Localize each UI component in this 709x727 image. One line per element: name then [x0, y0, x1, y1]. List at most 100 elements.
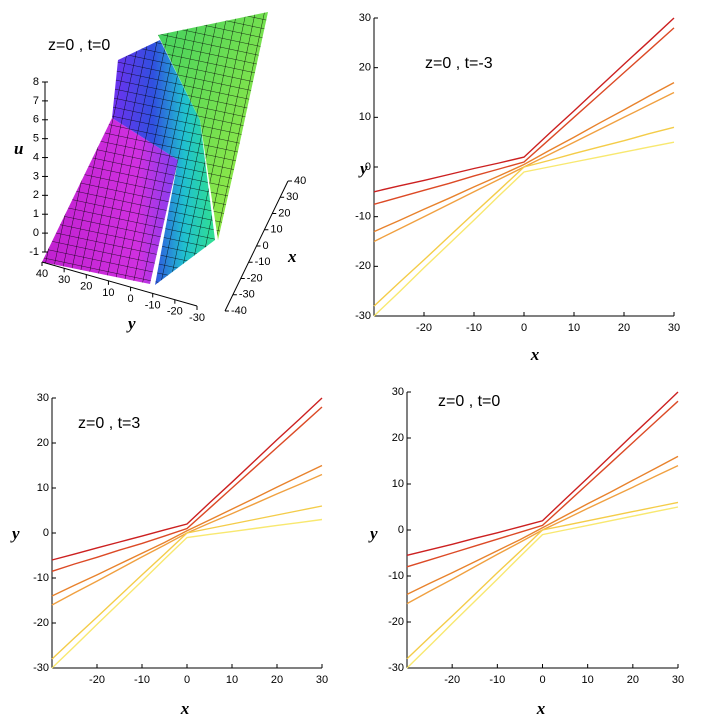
y-tick-label: -10 [145, 299, 161, 311]
z-axis-label: u [14, 139, 23, 158]
y-tick-label: 0 [43, 527, 49, 539]
surface-mesh [158, 12, 268, 240]
y-tick-label: -20 [355, 260, 371, 272]
curve [51, 406, 323, 572]
x-tick-label: 30 [668, 322, 680, 334]
x-tick-label: 0 [521, 322, 527, 334]
z-tick-label: -1 [29, 246, 39, 258]
z-tick-label: 6 [33, 114, 39, 126]
z-tick-label: 2 [33, 189, 39, 201]
z-tick-label: 8 [33, 76, 39, 88]
x-tick-label: -20 [89, 674, 105, 686]
curve [406, 506, 679, 669]
x-axis-label: x [530, 345, 540, 364]
y-tick-label: 10 [102, 287, 114, 299]
y-tick-label: 0 [365, 161, 371, 173]
x-tick-label: -20 [416, 322, 432, 334]
z-tick-label: 1 [33, 208, 39, 220]
y-tick-label: -20 [167, 306, 183, 318]
y-tick-label: -10 [33, 572, 49, 584]
x-tick-label: -10 [255, 256, 271, 268]
y-tick-label: 10 [392, 478, 404, 490]
z-tick-label: 4 [33, 151, 39, 163]
x-tick-label: -10 [466, 322, 482, 334]
x-tick-label: 10 [582, 674, 594, 686]
y-tick-label: -30 [355, 310, 371, 322]
curve [373, 126, 675, 307]
y-tick-label: 30 [37, 392, 49, 404]
y-tick-label: 40 [36, 268, 48, 280]
curve [406, 501, 679, 660]
chart-title: z=0 , t=-3 [425, 55, 493, 72]
y-tick-label: -30 [189, 312, 205, 324]
x-tick-label: -10 [489, 674, 505, 686]
y-tick-label: 20 [392, 432, 404, 444]
chart-title: z=0 , t=3 [78, 415, 140, 432]
y-tick-label: 0 [128, 293, 134, 305]
curve [51, 397, 323, 561]
chart-title: z=0 , t=0 [48, 37, 110, 54]
x-tick-label: 0 [263, 240, 269, 252]
y-tick-label: 0 [398, 524, 404, 536]
y-tick-label: -30 [33, 662, 49, 674]
y-tick-label: 30 [359, 12, 371, 24]
y-axis-label: y [368, 524, 378, 543]
curve [406, 455, 679, 596]
x-tick-label: 10 [568, 322, 580, 334]
surface-mesh [42, 118, 178, 284]
y-tick-label: -20 [388, 616, 404, 628]
x-tick-label: 30 [316, 674, 328, 686]
z-tick-label: 5 [33, 133, 39, 145]
x-tick-label: 20 [278, 207, 290, 219]
x-tick-label: 0 [184, 674, 190, 686]
x-axis-label: x [180, 699, 190, 718]
x-tick-label: 20 [627, 674, 639, 686]
y-tick-label: 10 [37, 482, 49, 494]
y-tick-label: 30 [58, 274, 70, 286]
curve [373, 81, 675, 233]
y-tick-label: -30 [388, 662, 404, 674]
y-tick-label: 30 [392, 386, 404, 398]
x-tick-label: 0 [539, 674, 545, 686]
curve [373, 141, 675, 317]
y-tick-label: -10 [388, 570, 404, 582]
y-tick-label: 10 [359, 111, 371, 123]
x-tick-label: 10 [226, 674, 238, 686]
curve [406, 391, 679, 556]
x-tick-label: -30 [239, 289, 255, 301]
x-tick-label: 30 [672, 674, 684, 686]
curve [51, 518, 323, 669]
y-tick-label: 20 [37, 437, 49, 449]
z-tick-label: 0 [33, 227, 39, 239]
y-tick-label: 20 [359, 62, 371, 74]
x-tick-label: -20 [444, 674, 460, 686]
x-tick-label: 30 [286, 191, 298, 203]
y-tick-label: -20 [33, 617, 49, 629]
y-axis [41, 261, 198, 307]
y-tick-label: 20 [80, 280, 92, 292]
x-axis-label: x [287, 247, 297, 266]
x-tick-label: 20 [271, 674, 283, 686]
y-tick-label: -10 [355, 211, 371, 223]
curve [373, 17, 675, 193]
surface-mesh [112, 40, 215, 285]
curve [51, 473, 323, 606]
x-axis-label: x [536, 699, 546, 718]
y-axis-label: y [358, 159, 368, 178]
x-tick-label: -20 [247, 272, 263, 284]
x-tick-label: 20 [618, 322, 630, 334]
x-tick-label: 10 [270, 224, 282, 236]
curve [406, 400, 679, 568]
curve [373, 27, 675, 205]
curve [51, 505, 323, 660]
y-axis-label: y [10, 524, 20, 543]
x-tick-label: -10 [134, 674, 150, 686]
y-axis-label: y [126, 314, 136, 333]
z-tick-label: 3 [33, 170, 39, 182]
x-tick-label: -40 [231, 305, 247, 317]
curve [51, 464, 323, 597]
surface-3d [42, 12, 268, 285]
x-tick-label: 40 [294, 175, 306, 187]
chart-title: z=0 , t=0 [438, 393, 500, 410]
